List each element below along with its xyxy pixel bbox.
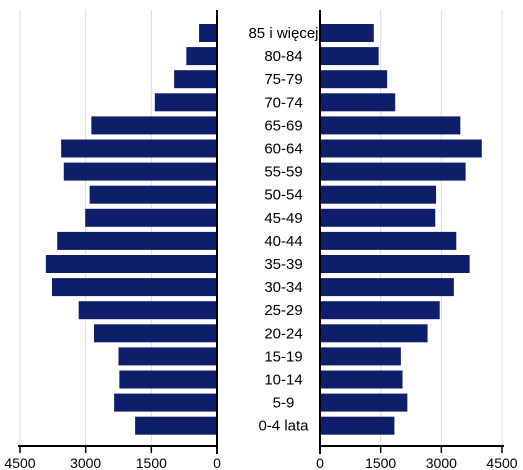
axes: 4500 3000 1500 0 0 1500 3000 4500 <box>4 10 518 470</box>
age-group-labels: 85 i więcej 80-84 75-79 70-74 65-69 60-64 55-5… <box>248 25 318 435</box>
age-group-label: 70-74 <box>264 94 302 111</box>
age-group-label: 60-64 <box>264 141 302 158</box>
bar-left <box>119 370 217 389</box>
bar-left <box>91 116 217 135</box>
bar-right <box>320 278 454 297</box>
age-group-label: 10-14 <box>264 372 302 389</box>
bar-right <box>320 70 388 89</box>
bars <box>45 24 482 435</box>
tick-label-left: 4500 <box>4 455 35 470</box>
bar-left <box>186 47 217 66</box>
tick-label-right: 1500 <box>365 455 396 470</box>
bar-right <box>320 393 408 412</box>
age-group-label: 85 i więcej <box>248 25 318 42</box>
age-group-label: 25-29 <box>264 302 302 319</box>
age-group-label: 80-84 <box>264 48 302 65</box>
bar-left <box>57 231 217 250</box>
bar-right <box>320 185 437 204</box>
bar-left <box>135 416 217 435</box>
bar-left <box>63 162 218 181</box>
bar-left <box>78 301 217 320</box>
bar-left <box>61 139 218 158</box>
age-group-label: 20-24 <box>264 325 302 342</box>
age-group-label: 45-49 <box>264 210 302 227</box>
age-group-label: 50-54 <box>264 187 302 204</box>
age-group-label: 15-19 <box>264 348 302 365</box>
bar-left <box>199 24 217 42</box>
bar-right <box>320 255 470 273</box>
bar-left <box>93 324 217 343</box>
bar-right <box>320 416 395 435</box>
bar-right <box>320 162 466 181</box>
bar-right <box>320 93 396 112</box>
bar-left <box>118 347 217 366</box>
bar-right <box>320 24 374 42</box>
bar-right <box>320 370 403 389</box>
age-group-label: 30-34 <box>264 279 302 296</box>
bar-right <box>320 139 482 158</box>
tick-label-right: 0 <box>316 455 324 470</box>
age-group-label: 55-59 <box>264 164 302 181</box>
tick-label-right: 3000 <box>426 455 457 470</box>
bar-right <box>320 347 401 366</box>
bar-left <box>51 278 217 297</box>
bar-left <box>45 255 217 273</box>
age-group-label: 0-4 lata <box>258 418 309 435</box>
tick-label-left: 0 <box>213 455 221 470</box>
bar-left <box>89 185 217 204</box>
bar-right <box>320 116 461 135</box>
age-group-label: 5-9 <box>273 395 295 412</box>
bar-right <box>320 208 436 227</box>
bar-right <box>320 324 428 343</box>
tick-label-left: 1500 <box>136 455 167 470</box>
age-group-label: 75-79 <box>264 71 302 88</box>
tick-label-left: 3000 <box>70 455 101 470</box>
bar-left <box>114 393 217 412</box>
bar-right <box>320 231 457 250</box>
gridlines <box>19 10 503 446</box>
age-group-label: 35-39 <box>264 256 302 273</box>
age-group-label: 65-69 <box>264 117 302 134</box>
age-group-label: 40-44 <box>264 233 302 250</box>
bar-right <box>320 47 379 66</box>
bar-left <box>85 208 218 227</box>
tick-label-right: 4500 <box>486 455 517 470</box>
bar-left <box>174 70 217 89</box>
bar-left <box>154 93 217 112</box>
bar-right <box>320 301 440 320</box>
